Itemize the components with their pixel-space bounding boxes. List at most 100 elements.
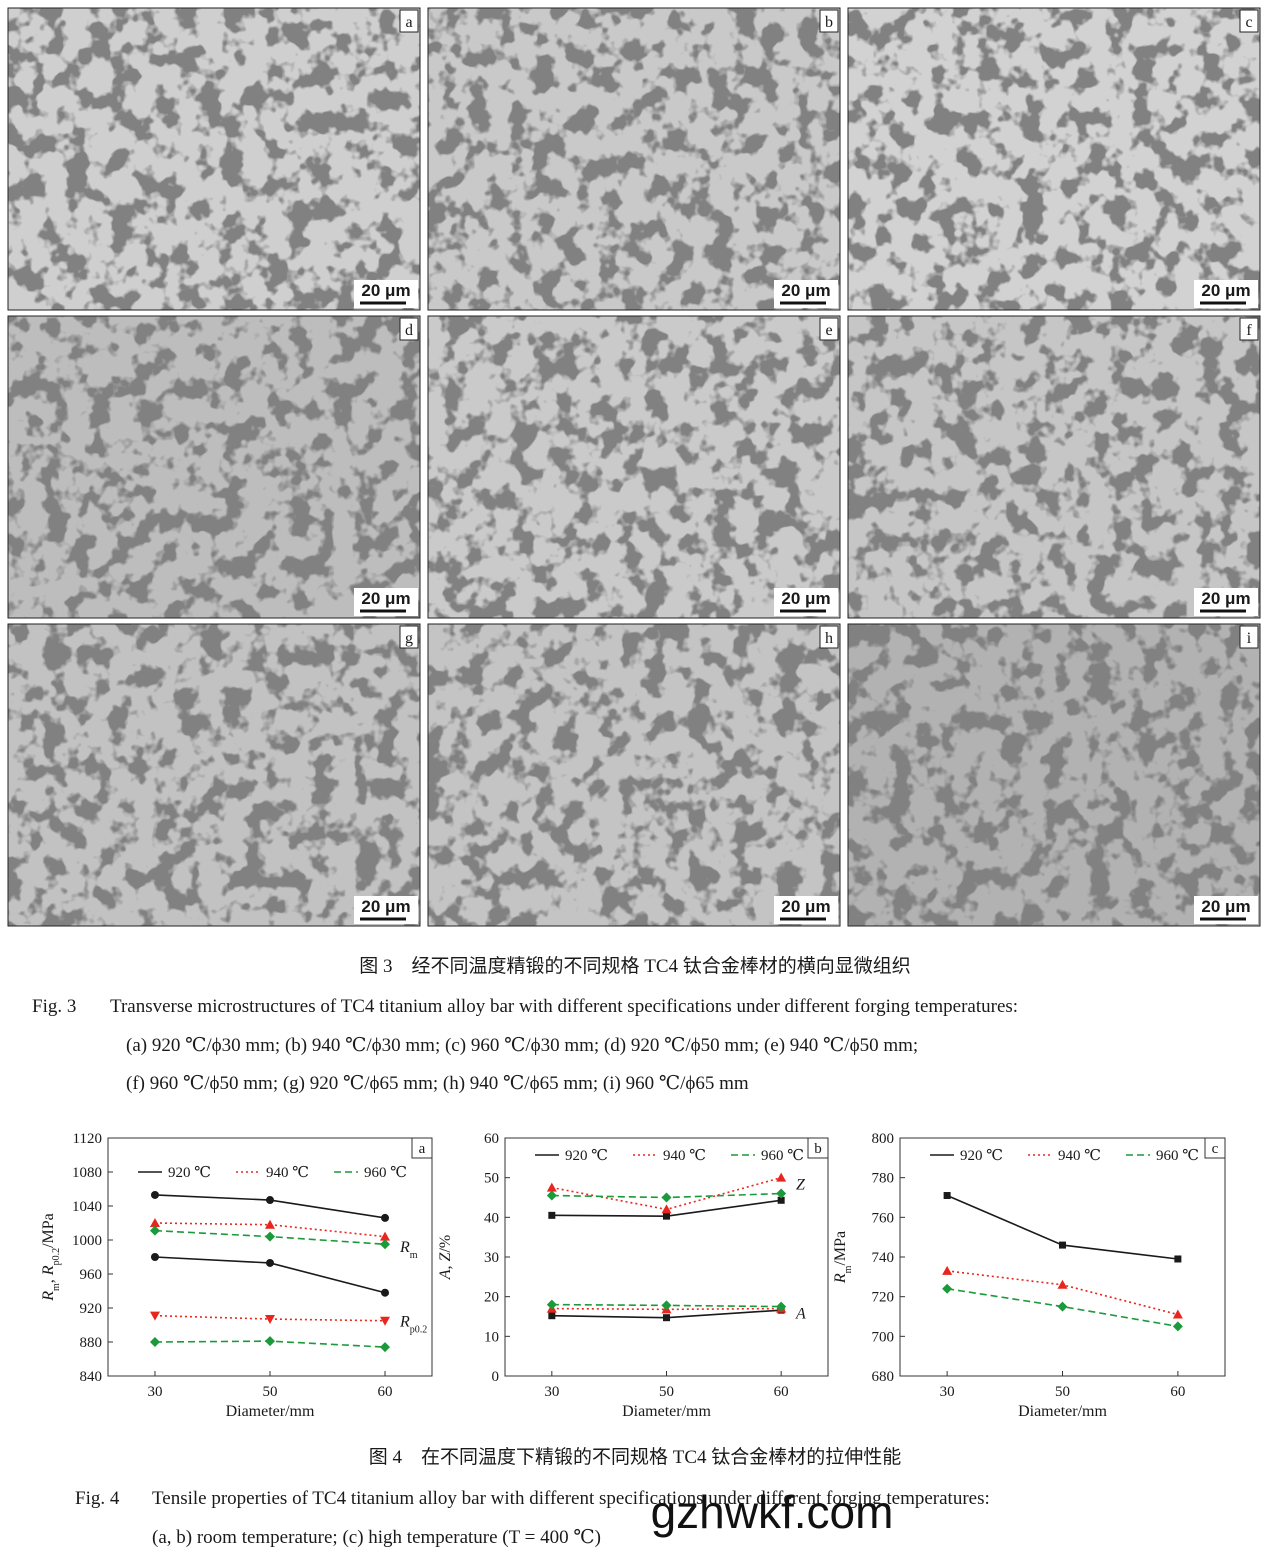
y-tick-label: 10 [484,1329,499,1345]
scale-bar-label: 20 μm [1201,897,1250,916]
legend-label: 940 ℃ [266,1165,309,1181]
y-tick-label: 920 [80,1301,103,1317]
data-line [551,1307,782,1311]
text-part: p0.2 [51,1248,62,1266]
y-tick-label: 50 [484,1171,499,1187]
data-point [380,1239,391,1250]
text-part: /% [437,1235,454,1253]
y-tick-label: 700 [872,1329,895,1345]
panel-label-box [1204,1137,1226,1159]
series-annotation: Rm [399,1239,418,1261]
scale-bar-label: 20 μm [781,897,830,916]
x-axis-label: Diameter/mm [1018,1403,1107,1420]
series-annotation: Z [796,1177,806,1194]
data-point [776,1172,787,1182]
panel-label: a [419,1141,426,1157]
text-part: R [40,1291,57,1302]
micrograph [8,8,420,310]
data-point [546,1299,557,1310]
text-part: R [832,1273,849,1284]
text-part: , [40,1275,57,1283]
x-tick-label: 50 [1055,1384,1070,1400]
data-point [777,1196,785,1204]
legend-label: 920 ℃ [168,1165,211,1181]
fig4-caption-line: (a, b) room temperature; (c) high temper… [152,1527,601,1548]
panel-label: i [1247,630,1252,647]
data-point [381,1288,390,1297]
data-point [942,1283,953,1294]
data-point [149,1311,160,1321]
data-point [266,1258,274,1267]
data-point [1172,1309,1183,1319]
scale-bar-label: 20 μm [781,281,830,300]
x-tick-label: 60 [1170,1384,1185,1400]
text-part: p0.2 [410,1324,428,1335]
data-point [380,1342,391,1353]
micrograph-frame [427,7,841,311]
panel-label-box [399,9,419,33]
panel-label-box [807,1137,829,1159]
y-tick-label: 0 [492,1369,500,1385]
data-point [150,1253,159,1261]
scale-bar-label: 20 μm [361,897,410,916]
data-point [546,1190,557,1201]
y-tick-label: 780 [872,1171,895,1187]
x-tick-label: 60 [774,1384,789,1400]
y-tick-label: 800 [872,1131,895,1147]
text-part: m [410,1249,418,1260]
y-tick-label: 960 [80,1267,103,1283]
scale-bar-label: 20 μm [361,589,410,608]
y-tick-label: 1000 [72,1233,102,1249]
panel-label: h [825,630,833,647]
data-point [149,1218,160,1227]
panel-label-box [819,317,839,341]
micrograph-frame [427,315,841,619]
data-point [265,1336,275,1347]
legend-label: 940 ℃ [1058,1148,1101,1164]
micrograph [848,8,1260,310]
fig3-caption-line: Transverse microstructures of TC4 titani… [110,996,1018,1017]
text-part: R [40,1265,57,1276]
micrograph-frame [847,7,1261,311]
series-annotation: A [795,1306,806,1323]
data-point [661,1204,672,1214]
data-point [1059,1241,1066,1249]
data-point [265,1315,275,1325]
data-point [661,1192,672,1203]
data-point [661,1300,672,1311]
micrograph-frame [7,315,421,619]
legend-label: 940 ℃ [663,1148,706,1164]
x-tick-label: 30 [147,1384,162,1400]
data-line [946,1194,1178,1260]
y-tick-label: 720 [872,1290,895,1306]
y-tick-label: 20 [484,1290,499,1306]
data-point [149,1337,160,1347]
x-tick-label: 30 [940,1384,955,1400]
micrograph-frame [427,623,841,927]
panel-label-box [1239,9,1259,33]
data-point [663,1212,670,1220]
panel-label: d [405,322,413,339]
micrograph-frame [847,315,1261,619]
panel-label: a [405,14,412,31]
data-point [1057,1301,1068,1312]
micrograph [8,624,420,926]
data-point [150,1190,159,1199]
data-point [265,1219,275,1229]
fig4-caption-label: Fig. 4 [75,1488,120,1509]
text-part: /MPa [832,1231,849,1266]
data-point [1174,1255,1182,1263]
legend-label: 960 ℃ [761,1148,804,1164]
scale-bar-label: 20 μm [781,589,830,608]
panel-label-box [399,625,419,649]
data-point [663,1314,670,1322]
text-part: m [843,1265,854,1273]
micrograph-frame [7,7,421,311]
fig3-caption-line: (a) 920 ℃/ϕ30 mm; (b) 940 ℃/ϕ30 mm; (c) … [126,1035,918,1056]
data-point [380,1231,391,1241]
data-point [380,1316,391,1326]
text-part: , [437,1261,454,1269]
y-tick-label: 60 [484,1131,499,1147]
fig3-caption-cn: 图 3 经不同温度精锻的不同规格 TC4 钛合金棒材的横向显微组织 [359,955,911,977]
